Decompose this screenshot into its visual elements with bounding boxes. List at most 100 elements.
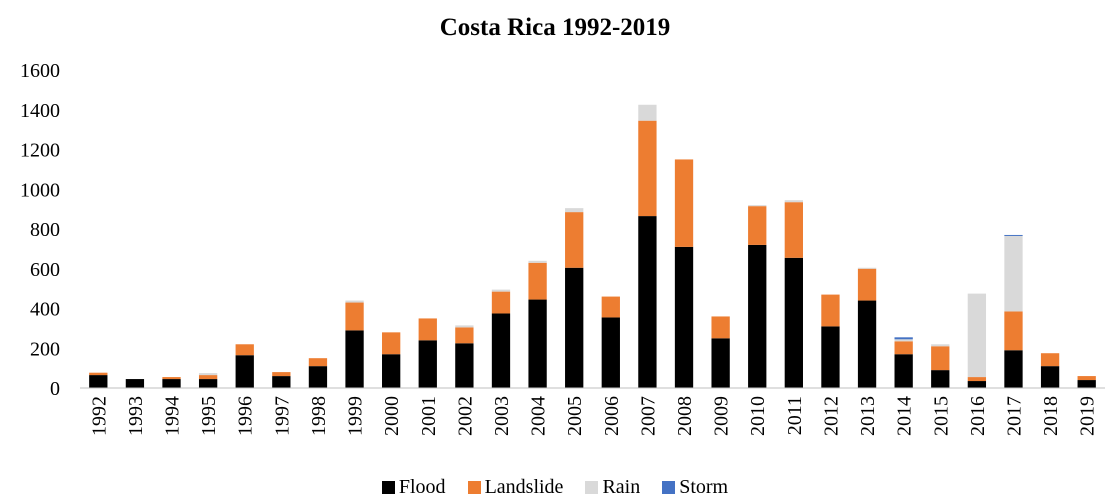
x-tick-label: 2014 bbox=[894, 396, 916, 436]
bar-landslide-2013 bbox=[857, 268, 877, 301]
y-tick-label: 1000 bbox=[20, 179, 60, 201]
bar-flood-2000 bbox=[382, 354, 401, 388]
bar-landslide-1992 bbox=[89, 372, 108, 376]
y-axis: 0 200 400 600 800 1000 1200 1400 1600 bbox=[20, 60, 60, 400]
y-tick-label: 1400 bbox=[20, 100, 60, 122]
legend-item-rain: Rain bbox=[585, 476, 640, 499]
bar-landslide-1995 bbox=[198, 375, 218, 380]
bar-flood-2011 bbox=[784, 257, 803, 388]
x-tick-label: 1994 bbox=[162, 396, 184, 436]
bar-flood-2008 bbox=[674, 246, 694, 388]
y-tick-label: 0 bbox=[50, 378, 60, 400]
x-tick-label: 1995 bbox=[198, 396, 220, 436]
bar-flood-2016 bbox=[967, 381, 987, 388]
bar-flood-2005 bbox=[565, 267, 584, 388]
legend-swatch bbox=[662, 481, 676, 494]
bar-landslide-2006 bbox=[601, 296, 620, 318]
x-tick-label: 2000 bbox=[381, 396, 403, 436]
bar-rain-2015 bbox=[931, 344, 950, 347]
y-tick-label: 1200 bbox=[20, 140, 60, 162]
bar-flood-2004 bbox=[528, 299, 547, 388]
bar-flood-2010 bbox=[748, 244, 767, 388]
bar-flood-1999 bbox=[345, 330, 364, 388]
bar-rain-2017 bbox=[1004, 235, 1023, 312]
bar-landslide-2002 bbox=[455, 327, 474, 344]
x-tick-label: 1992 bbox=[88, 396, 110, 436]
legend-item-storm: Storm bbox=[662, 476, 728, 499]
bar-landslide-2003 bbox=[491, 291, 511, 314]
bar-rain-2002 bbox=[455, 325, 474, 328]
bar-flood-1995 bbox=[198, 379, 218, 388]
bar-flood-2012 bbox=[821, 326, 840, 388]
bar-landslide-1998 bbox=[308, 358, 328, 367]
x-tick-label: 2018 bbox=[1040, 396, 1062, 436]
bar-flood-2018 bbox=[1040, 366, 1060, 388]
bar-landslide-2018 bbox=[1040, 353, 1060, 367]
bar-flood-1992 bbox=[89, 375, 108, 388]
x-tick-label: 2001 bbox=[418, 396, 440, 436]
bar-landslide-2019 bbox=[1077, 376, 1096, 381]
bar-rain-2010 bbox=[748, 205, 767, 207]
x-tick-label: 1997 bbox=[271, 396, 293, 436]
bar-landslide-2016 bbox=[967, 377, 987, 382]
x-tick-label: 2007 bbox=[637, 396, 659, 436]
bar-landslide-2007 bbox=[638, 120, 657, 217]
legend-swatch bbox=[381, 481, 395, 494]
legend-item-landslide: Landslide bbox=[467, 476, 564, 499]
bar-landslide-1996 bbox=[235, 344, 254, 356]
bar-landslide-2010 bbox=[748, 206, 767, 245]
x-tick-label: 2005 bbox=[564, 396, 586, 436]
y-tick-label: 200 bbox=[30, 338, 60, 360]
bar-landslide-2004 bbox=[528, 262, 547, 300]
bar-flood-2001 bbox=[418, 340, 437, 388]
bar-rain-2011 bbox=[784, 200, 803, 203]
bar-flood-1998 bbox=[308, 366, 328, 388]
bar-rain-1995 bbox=[198, 373, 218, 376]
x-tick-label: 1993 bbox=[125, 396, 147, 436]
bar-flood-2003 bbox=[491, 313, 511, 388]
x-tick-label: 1998 bbox=[308, 396, 330, 436]
bar-landslide-2015 bbox=[931, 346, 950, 371]
bar-landslide-2001 bbox=[418, 318, 437, 341]
x-tick-label: 2008 bbox=[674, 396, 696, 436]
bar-landslide-1999 bbox=[345, 302, 364, 331]
bar-flood-1997 bbox=[272, 376, 291, 388]
x-tick-label: 2004 bbox=[528, 396, 550, 436]
legend-swatch bbox=[585, 481, 599, 494]
bar-landslide-2009 bbox=[711, 316, 730, 339]
bar-landslide-2000 bbox=[382, 332, 401, 355]
x-tick-label: 2012 bbox=[820, 396, 842, 436]
legend-label: Flood bbox=[398, 476, 446, 498]
bar-landslide-2014 bbox=[894, 341, 913, 355]
bar-flood-2007 bbox=[638, 216, 657, 388]
bar-rain-2016 bbox=[967, 293, 987, 378]
x-tick-label: 1999 bbox=[345, 396, 367, 436]
bar-landslide-2017 bbox=[1004, 311, 1023, 351]
bar-landslide-1997 bbox=[272, 372, 291, 377]
bar-landslide-2012 bbox=[821, 294, 840, 327]
bar-landslide-2011 bbox=[784, 202, 803, 258]
legend-label: Landslide bbox=[484, 476, 564, 498]
bar-flood-1996 bbox=[235, 355, 254, 388]
bar-rain-2014 bbox=[894, 339, 913, 342]
x-tick-label: 2017 bbox=[1003, 396, 1025, 436]
bar-landslide-1994 bbox=[162, 377, 181, 380]
bar-flood-2014 bbox=[894, 354, 913, 388]
x-tick-label: 2019 bbox=[1077, 396, 1099, 436]
x-tick-label: 2009 bbox=[711, 396, 733, 436]
legend-label: Rain bbox=[602, 476, 641, 498]
y-tick-label: 1600 bbox=[20, 60, 60, 82]
x-tick-label: 2002 bbox=[454, 396, 476, 436]
chart-title: Costa Rica 1992-2019 bbox=[439, 14, 671, 41]
bar-landslide-2008 bbox=[674, 159, 694, 247]
bar-rain-2004 bbox=[528, 260, 547, 263]
x-tick-label: 2003 bbox=[491, 396, 513, 436]
bars bbox=[89, 104, 1096, 388]
legend-label: Storm bbox=[679, 476, 729, 498]
bar-storm-2014 bbox=[894, 337, 913, 340]
bar-storm-2017 bbox=[1004, 234, 1023, 236]
legend-item-flood: Flood bbox=[381, 476, 446, 499]
bar-flood-2002 bbox=[455, 343, 474, 388]
bar-landslide-2005 bbox=[565, 212, 584, 268]
